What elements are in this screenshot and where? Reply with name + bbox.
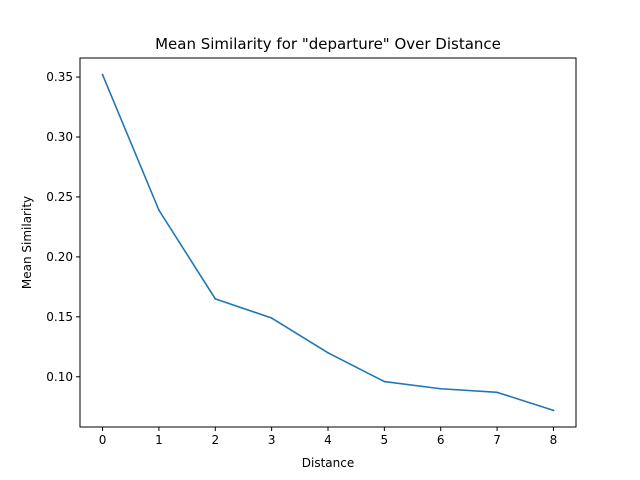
y-axis: 0.10 0.15 0.20 0.25 0.30 0.35	[46, 70, 80, 384]
chart-title: Mean Similarity for "departure" Over Dis…	[155, 35, 501, 53]
data-point	[439, 387, 442, 390]
x-tick-label: 8	[550, 433, 558, 447]
x-tick-label: 5	[381, 433, 389, 447]
x-tick-label: 7	[493, 433, 501, 447]
data-point	[496, 391, 498, 394]
y-tick-label: 0.15	[46, 310, 73, 324]
x-tick-label: 2	[211, 433, 219, 447]
y-tick-label: 0.20	[46, 250, 73, 264]
y-axis-label: Mean Similarity	[20, 196, 34, 289]
y-tick-label: 0.35	[46, 70, 73, 84]
data-point	[214, 297, 217, 300]
series-line	[101, 73, 555, 412]
data-point	[270, 317, 273, 319]
y-tick-label: 0.25	[46, 190, 73, 204]
x-tick-label: 0	[99, 433, 107, 447]
plot-frame	[79, 57, 577, 428]
data-point	[101, 73, 104, 76]
x-tick-label: 3	[268, 433, 276, 447]
x-tick-label: 1	[155, 433, 163, 447]
x-axis: 0 1 2 3 4 5 6 7 8	[99, 427, 558, 447]
x-axis-label: Distance	[302, 456, 354, 470]
plot-area	[79, 57, 577, 428]
data-point	[552, 409, 555, 412]
y-tick-label: 0.30	[46, 130, 73, 144]
data-point	[158, 209, 160, 212]
data-point	[383, 380, 386, 383]
x-tick-label: 4	[324, 433, 332, 447]
series-layer	[101, 73, 555, 412]
data-point	[327, 351, 329, 354]
x-tick-label: 6	[437, 433, 445, 447]
y-tick-label: 0.10	[46, 370, 73, 384]
